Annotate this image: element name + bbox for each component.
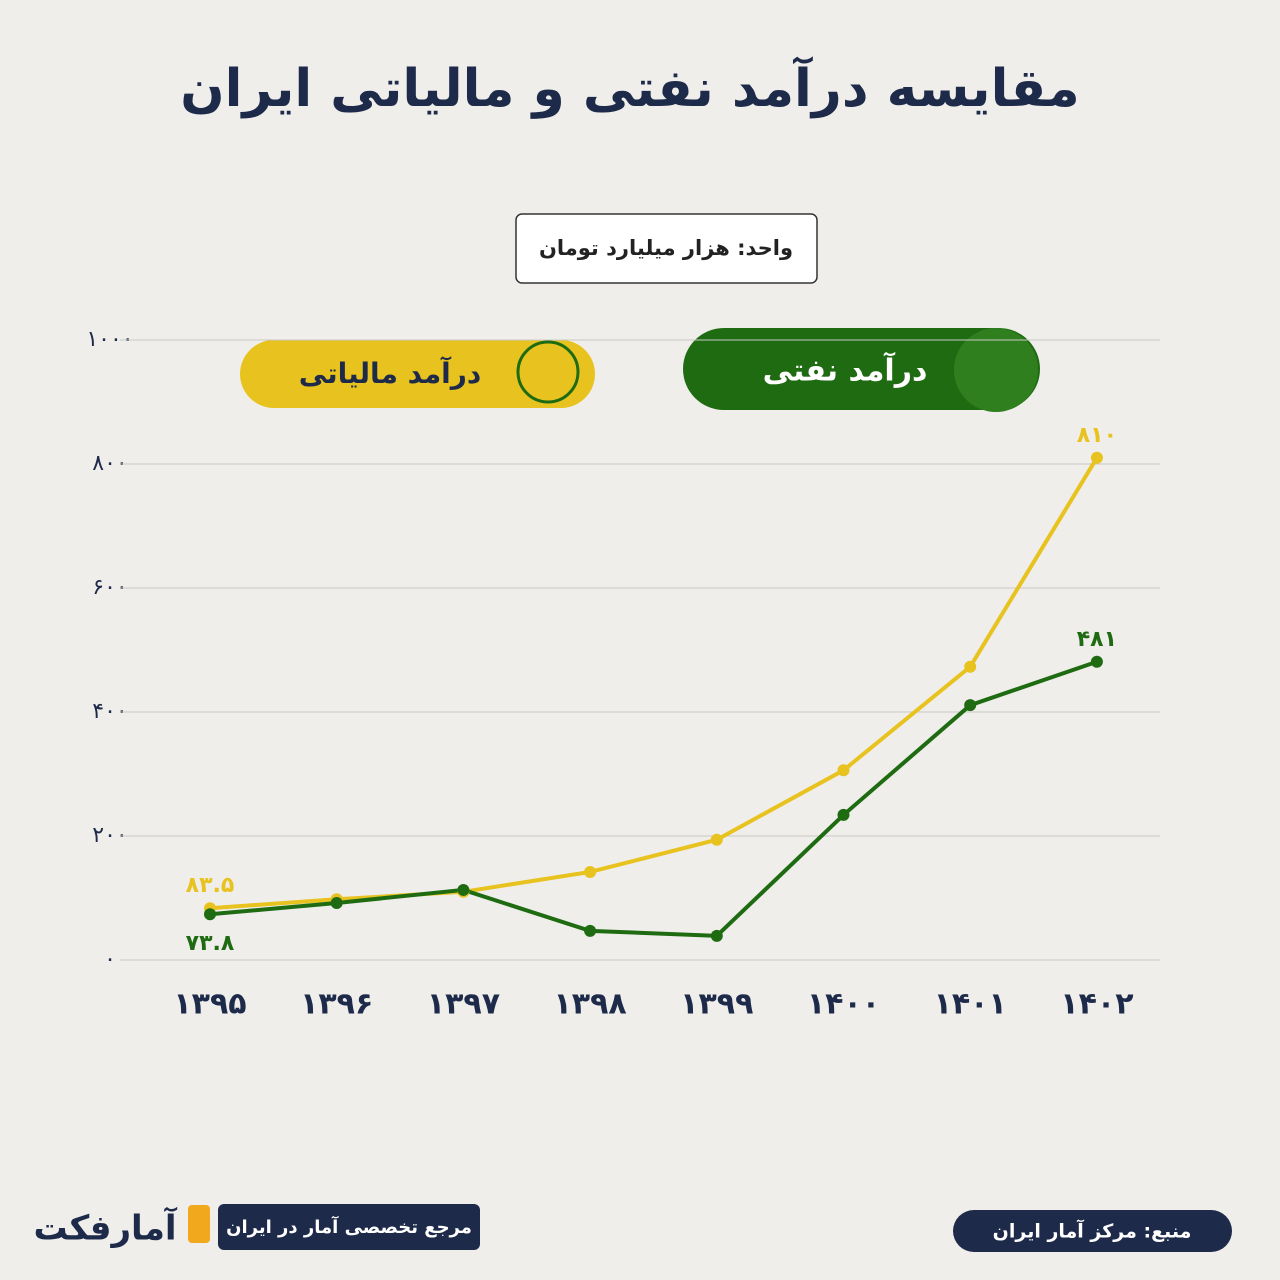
legend-pill: [683, 328, 1040, 410]
x-tick-label: ۱۳۹۷: [427, 987, 500, 1022]
x-tick-label: ۱۳۹۹: [680, 987, 753, 1022]
unit-label: واحد: هزار میلیارد تومان: [539, 236, 793, 260]
unit-box: [515, 213, 818, 284]
legend-label: درآمد نفتی: [763, 352, 928, 389]
point: [1090, 451, 1103, 464]
point: [584, 865, 597, 878]
legend-label: درآمد مالیاتی: [299, 356, 482, 390]
x-tick-label: ۱۴۰۱: [934, 987, 1007, 1022]
point: [204, 908, 216, 921]
legend-icon: [516, 340, 580, 404]
x-tick-label: ۱۳۹۵: [173, 987, 246, 1022]
point: [710, 929, 723, 942]
point: [1090, 655, 1103, 668]
legend-pill: [240, 340, 595, 408]
x-tick-label: ۱۴۰۲: [1060, 987, 1133, 1022]
point: [457, 883, 470, 896]
point: [584, 924, 597, 937]
point: [330, 896, 343, 909]
y-tick-label: ۰: [104, 947, 116, 972]
tagline-box: [218, 1204, 480, 1250]
line: [209, 659, 1098, 938]
brand: آمارفکت: [33, 1207, 177, 1249]
source-box: [953, 1210, 1232, 1252]
data-label: ۸۱۰: [1077, 423, 1117, 448]
point: [710, 833, 723, 846]
data-label: ۸۳.۵: [186, 873, 235, 898]
legend-icon: [954, 328, 1038, 412]
data-label: ۴۸۱: [1077, 627, 1117, 652]
logo-mark: [188, 1205, 210, 1243]
chart-title: مقایسه درآمد نفتی و مالیاتی ایران: [180, 56, 1079, 119]
tagline: مرجع تخصصی آمار در ایران: [226, 1215, 472, 1238]
x-tick-label: ۱۳۹۸: [553, 987, 626, 1022]
point: [964, 660, 977, 673]
data-label: ۷۳.۸: [186, 931, 235, 956]
point: [837, 808, 850, 821]
x-tick-label: ۱۳۹۶: [300, 987, 373, 1022]
point: [964, 699, 977, 712]
source: منبع: مرکز آمار ایران: [993, 1219, 1192, 1243]
line: [209, 456, 1099, 911]
x-tick-label: ۱۴۰۰: [807, 987, 880, 1022]
point: [837, 764, 850, 777]
